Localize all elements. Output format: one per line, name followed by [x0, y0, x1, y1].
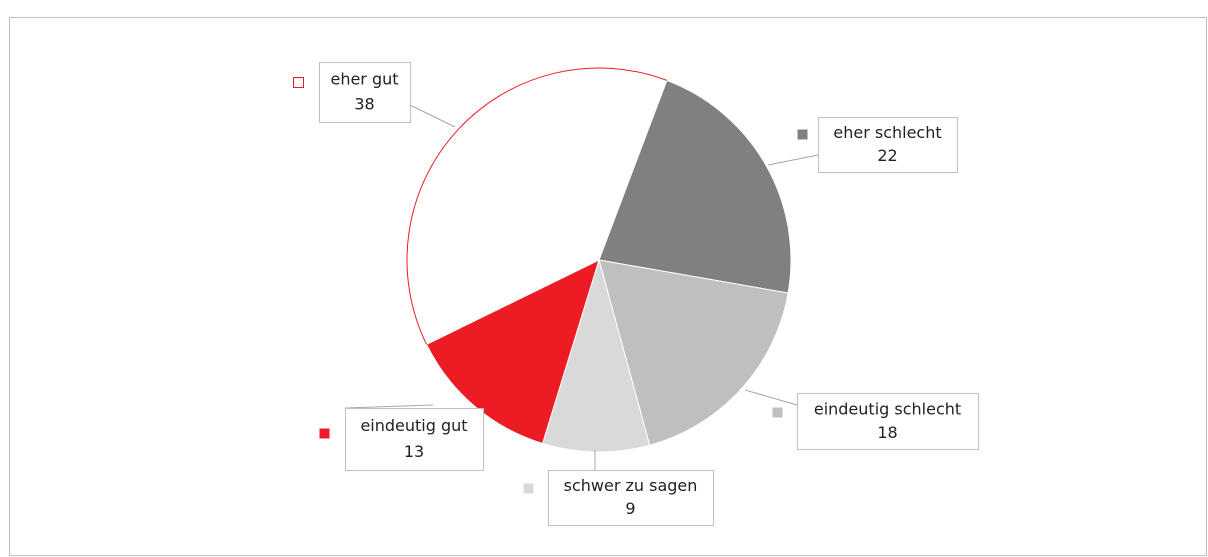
label-box — [818, 117, 958, 173]
category-label: schwer zu sagen — [564, 476, 698, 495]
pie-slice — [598, 259, 789, 446]
category-label: eher gut — [330, 70, 398, 89]
label-box — [319, 62, 411, 123]
leader-line — [744, 389, 798, 406]
label-box — [548, 470, 714, 526]
pie-slice — [541, 258, 651, 453]
value-label: 18 — [877, 423, 897, 442]
legend-swatch — [772, 407, 783, 418]
slice-outline — [406, 67, 668, 345]
pie-slice — [425, 259, 600, 445]
value-label: 13 — [404, 442, 424, 461]
label-box — [345, 408, 484, 471]
legend-swatch — [293, 77, 304, 88]
leader-line — [344, 404, 434, 409]
category-label: eindeutig gut — [360, 416, 467, 435]
category-label: eindeutig schlecht — [814, 399, 961, 418]
pie-slice — [598, 79, 792, 294]
pie-slice — [407, 67, 667, 345]
label-box — [797, 393, 979, 450]
leader-line — [409, 104, 456, 128]
leader-line — [767, 154, 819, 166]
category-label: eher schlecht — [833, 123, 941, 142]
legend-swatch — [797, 129, 808, 140]
legend-swatch — [319, 428, 330, 439]
value-label: 38 — [354, 95, 374, 114]
value-label: 22 — [877, 146, 897, 165]
legend-swatch — [523, 483, 534, 494]
value-label: 9 — [625, 499, 635, 518]
